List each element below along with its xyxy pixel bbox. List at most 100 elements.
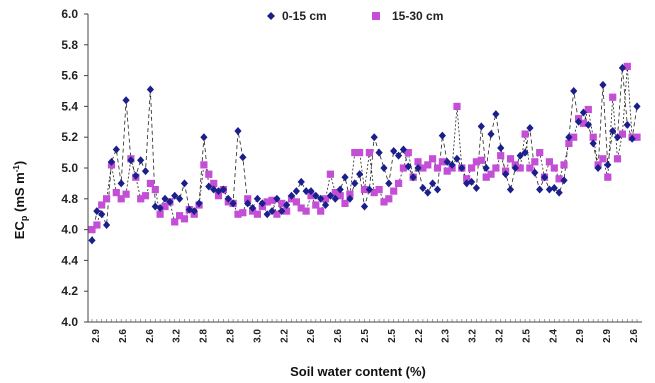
data-point-15-30 xyxy=(497,152,505,160)
data-point-15-30 xyxy=(395,179,403,187)
data-point-0-15 xyxy=(117,179,125,188)
x-tick-label: 2.6 xyxy=(333,329,344,343)
data-point-0-15 xyxy=(137,156,145,165)
x-tick-label: 2.9 xyxy=(575,329,586,343)
data-point-0-15 xyxy=(200,133,208,142)
data-point-15-30 xyxy=(268,196,276,204)
data-point-0-15 xyxy=(273,194,281,203)
data-point-0-15 xyxy=(326,191,335,200)
data-point-0-15 xyxy=(623,120,631,129)
data-point-15-30 xyxy=(492,164,500,172)
data-point-0-15 xyxy=(511,164,519,172)
data-point-0-15 xyxy=(112,145,120,154)
x-tick-label: 2.3 xyxy=(441,329,452,343)
x-tick-label: 2.6 xyxy=(118,329,129,343)
data-point-0-15 xyxy=(141,167,150,176)
data-point-0-15 xyxy=(302,187,310,196)
data-point-0-15 xyxy=(419,184,427,193)
data-point-15-30 xyxy=(579,119,588,127)
data-point-15-30 xyxy=(424,161,432,169)
data-point-0-15 xyxy=(292,187,300,196)
data-point-0-15 xyxy=(536,185,544,194)
data-point-0-15 xyxy=(565,133,573,142)
x-tick-label: 2.5 xyxy=(521,329,532,343)
x-axis-title: Soil water content (%) xyxy=(290,364,426,379)
data-point-0-15 xyxy=(448,160,456,169)
data-point-0-15 xyxy=(458,164,466,172)
data-point-15-30 xyxy=(633,133,641,141)
data-point-0-15 xyxy=(244,199,252,208)
data-point-15-30 xyxy=(151,186,159,194)
x-tick-label: 2.5 xyxy=(387,329,398,343)
data-point-0-15 xyxy=(584,120,592,129)
y-tick-label: 5.0 xyxy=(61,161,78,175)
data-point-0-15 xyxy=(268,207,276,216)
data-point-15-30 xyxy=(103,195,111,203)
y-axis-ticks: 4.0 4.2 4.4 4.0 4.8 5.0 5.2 5.4 5.6 5.8 6.0 xyxy=(61,7,88,329)
data-point-0-15 xyxy=(317,194,325,203)
data-point-15-30 xyxy=(623,62,631,70)
data-point-0-15 xyxy=(253,194,262,203)
data-point-15-30 xyxy=(93,221,101,229)
data-point-15-30 xyxy=(468,164,476,172)
data-point-0-15 xyxy=(575,117,583,126)
data-point-15-30 xyxy=(506,155,515,163)
data-point-0-15 xyxy=(219,185,227,194)
data-point-15-30 xyxy=(88,226,96,234)
data-point-15-30 xyxy=(584,105,592,114)
data-point-0-15 xyxy=(234,127,242,136)
data-point-15-30 xyxy=(117,195,125,203)
legend-label-15-30: 15-30 cm xyxy=(392,9,443,23)
data-point-15-30 xyxy=(599,155,607,163)
data-point-15-30 xyxy=(433,164,442,172)
data-point-0-15 xyxy=(604,160,612,169)
data-point-15-30 xyxy=(263,198,271,206)
data-point-0-15 xyxy=(175,194,184,203)
data-point-15-30 xyxy=(351,149,359,157)
data-point-0-15 xyxy=(360,202,369,211)
data-point-0-15 xyxy=(443,157,451,166)
data-point-15-30 xyxy=(326,170,334,178)
data-point-15-30 xyxy=(618,130,626,138)
data-point-0-15 xyxy=(102,220,111,229)
data-point-0-15 xyxy=(429,179,437,188)
data-point-15-30 xyxy=(570,133,578,141)
data-point-0-15 xyxy=(399,145,408,154)
data-point-15-30 xyxy=(545,158,553,166)
legend: 0-15 cm 15-30 cm xyxy=(267,9,443,23)
data-point-15-30 xyxy=(589,133,597,141)
data-point-0-15 xyxy=(609,127,617,136)
data-point-15-30 xyxy=(604,173,612,181)
data-point-15-30 xyxy=(443,167,451,175)
data-point-15-30 xyxy=(531,158,539,166)
data-point-0-15 xyxy=(107,157,116,166)
data-point-0-15 xyxy=(540,173,549,182)
x-tick-label: 3.2 xyxy=(495,329,506,343)
data-point-15-30 xyxy=(346,190,354,198)
data-point-0-15 xyxy=(98,210,106,219)
data-point-0-15 xyxy=(531,168,539,177)
data-point-0-15 xyxy=(506,185,515,194)
data-point-15-30 xyxy=(472,158,480,166)
data-point-0-15 xyxy=(555,188,563,197)
data-point-0-15 xyxy=(351,179,359,188)
data-point-15-30 xyxy=(555,175,563,183)
y-tick-label: 5.4 xyxy=(61,99,78,113)
data-point-0-15 xyxy=(424,188,432,197)
data-point-15-30 xyxy=(613,155,622,163)
data-point-0-15 xyxy=(341,173,349,182)
legend-marker-15-30 xyxy=(372,12,380,20)
data-point-15-30 xyxy=(244,195,252,203)
data-point-15-30 xyxy=(273,210,281,218)
data-point-0-15 xyxy=(127,156,135,165)
data-point-15-30 xyxy=(200,161,208,169)
data-point-0-15 xyxy=(356,170,364,179)
data-point-15-30 xyxy=(239,209,247,217)
data-point-0-15 xyxy=(560,176,568,185)
data-point-0-15 xyxy=(477,122,485,131)
x-tick-label: 2.6 xyxy=(306,329,317,343)
data-point-15-30 xyxy=(487,170,495,178)
data-point-0-15 xyxy=(297,177,305,186)
data-point-0-15 xyxy=(497,143,505,152)
x-tick-label: 2.8 xyxy=(226,329,237,343)
